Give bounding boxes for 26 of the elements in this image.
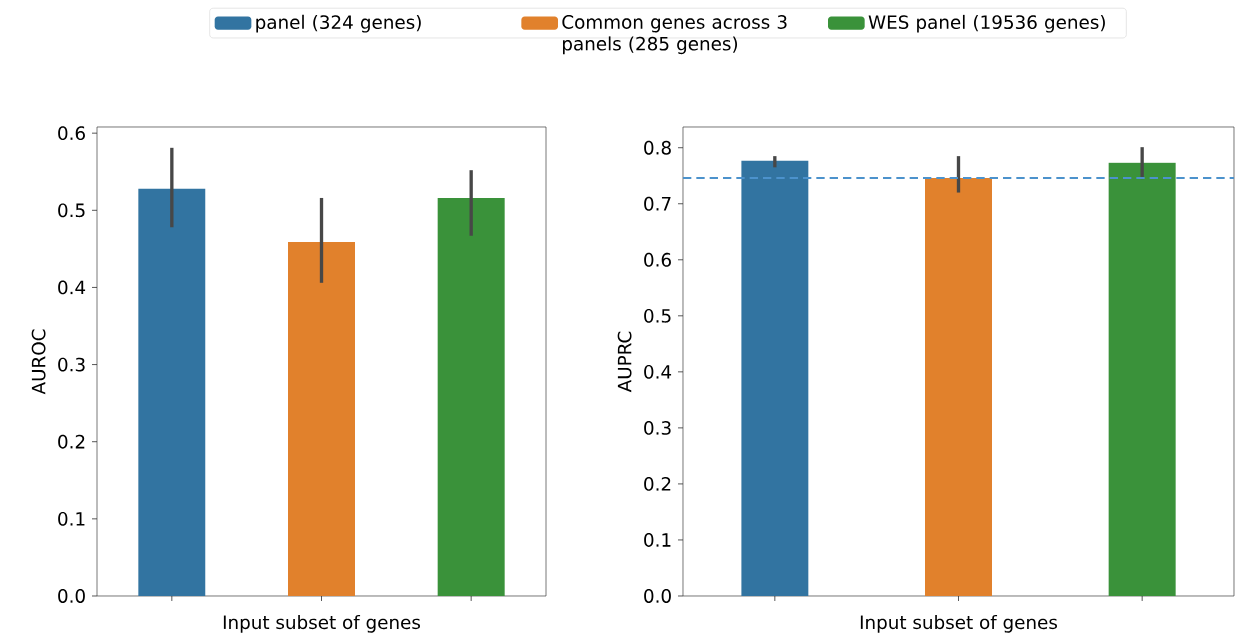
y-tick-label: 0.4 [644,364,672,379]
y-axis-title: AUROC [31,329,46,395]
y-tick-label: 0.1 [644,533,671,547]
y-tick-label: 0.0 [644,589,671,603]
y-tick-label: 0.3 [644,420,671,435]
y-tick-label: 0.0 [58,589,85,603]
y-tick-label: 0.3 [58,357,85,372]
bar [138,188,206,596]
bar [288,241,355,596]
x-axis-title: Input subset of genes [860,614,1058,633]
legend-label: WES panel (19536 genes) [868,14,1105,33]
bar [437,197,505,596]
y-tick-label: 0.4 [58,280,86,295]
y-tick-label: 0.2 [58,434,85,449]
y-tick-label: 0.2 [644,477,671,491]
y-tick-label: 0.8 [644,140,671,155]
y-tick-label: 0.1 [58,511,85,526]
y-tick-label: 0.7 [644,196,671,211]
legend-label: panel (324 genes) [256,14,421,33]
legend-label: Common genes across 3 panels (285 genes) [562,15,787,55]
y-tick-label: 0.5 [644,308,671,323]
x-axis-title: Input subset of genes [223,614,421,633]
y-tick-label: 0.6 [644,252,671,267]
y-tick-label: 0.6 [58,126,85,141]
y-axis-title: AUPRC [617,331,632,393]
y-tick-label: 0.5 [58,203,85,218]
